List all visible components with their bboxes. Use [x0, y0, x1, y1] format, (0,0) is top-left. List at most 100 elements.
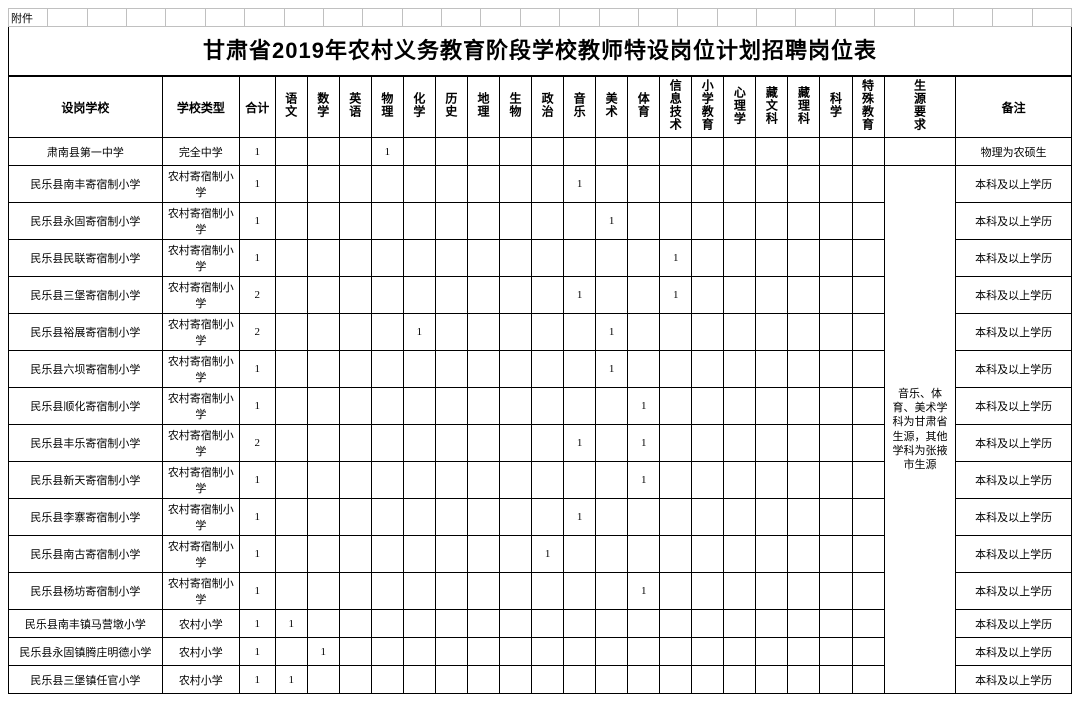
table-cell — [275, 536, 307, 573]
table-cell: 1 — [239, 462, 275, 499]
table-cell — [275, 573, 307, 610]
table-cell — [467, 425, 499, 462]
table-cell — [756, 638, 788, 666]
table-cell — [660, 138, 692, 166]
table-cell — [275, 166, 307, 203]
grid-cell — [442, 9, 481, 27]
table-cell — [275, 638, 307, 666]
grid-cell — [403, 9, 442, 27]
table-cell — [275, 240, 307, 277]
table-cell — [820, 203, 852, 240]
grid-cell — [481, 9, 520, 27]
table-cell — [820, 536, 852, 573]
grid-cell — [993, 9, 1032, 27]
table-cell — [500, 388, 532, 425]
table-cell — [435, 610, 467, 638]
table-cell — [467, 314, 499, 351]
table-cell — [852, 138, 884, 166]
table-cell — [724, 425, 756, 462]
table-cell: 农村寄宿制小学 — [162, 388, 239, 425]
table-cell — [467, 351, 499, 388]
table-cell — [500, 314, 532, 351]
table-cell — [724, 138, 756, 166]
table-cell — [339, 388, 371, 425]
table-cell: 1 — [532, 536, 564, 573]
table-cell — [403, 277, 435, 314]
table-cell — [788, 203, 820, 240]
table-cell — [275, 351, 307, 388]
column-header: 英语 — [339, 77, 371, 138]
table-cell: 农村寄宿制小学 — [162, 314, 239, 351]
table-cell — [820, 277, 852, 314]
table-cell: 本科及以上学历 — [956, 388, 1072, 425]
table-cell — [435, 638, 467, 666]
table-cell — [532, 166, 564, 203]
table-cell — [628, 610, 660, 638]
table-cell — [339, 462, 371, 499]
table-cell — [435, 388, 467, 425]
table-cell — [403, 203, 435, 240]
table-cell — [500, 166, 532, 203]
table-cell — [788, 610, 820, 638]
table-cell: 1 — [239, 240, 275, 277]
table-cell — [532, 314, 564, 351]
table-cell: 农村寄宿制小学 — [162, 351, 239, 388]
column-header: 小学教育 — [692, 77, 724, 138]
table-cell: 1 — [239, 203, 275, 240]
table-cell — [435, 240, 467, 277]
table-cell — [820, 425, 852, 462]
column-header: 美术 — [596, 77, 628, 138]
table-cell — [660, 388, 692, 425]
table-cell — [756, 666, 788, 694]
table-cell — [500, 425, 532, 462]
table-cell: 1 — [403, 314, 435, 351]
grid-cell — [166, 9, 205, 27]
table-cell — [724, 499, 756, 536]
column-header: 藏理科 — [788, 77, 820, 138]
table-cell — [820, 166, 852, 203]
table-cell — [788, 666, 820, 694]
table-cell: 1 — [660, 277, 692, 314]
table-cell — [724, 388, 756, 425]
table-cell: 民乐县永固镇腾庄明德小学 — [9, 638, 163, 666]
table-cell: 物理为农硕生 — [956, 138, 1072, 166]
table-cell — [371, 166, 403, 203]
table-cell — [628, 638, 660, 666]
table-cell — [500, 536, 532, 573]
grid-cell — [718, 9, 757, 27]
table-cell — [788, 536, 820, 573]
column-header: 信息技术 — [660, 77, 692, 138]
table-cell — [692, 425, 724, 462]
table-cell — [820, 499, 852, 536]
table-cell — [307, 499, 339, 536]
table-cell — [692, 203, 724, 240]
table-cell — [564, 351, 596, 388]
table-cell — [339, 314, 371, 351]
table-cell: 民乐县顺化寄宿制小学 — [9, 388, 163, 425]
table-row: 民乐县南丰寄宿制小学农村寄宿制小学11音乐、体育、美术学科为甘肃省生源，其他学科… — [9, 166, 1072, 203]
grid-cell — [88, 9, 127, 27]
table-cell — [307, 166, 339, 203]
table-cell — [660, 425, 692, 462]
table-cell — [628, 203, 660, 240]
table-cell: 1 — [628, 388, 660, 425]
table-cell: 农村小学 — [162, 610, 239, 638]
table-cell — [371, 638, 403, 666]
table-cell — [596, 573, 628, 610]
table-cell: 1 — [564, 166, 596, 203]
table-cell — [756, 351, 788, 388]
table-cell — [467, 666, 499, 694]
table-cell — [435, 499, 467, 536]
table-cell: 农村寄宿制小学 — [162, 499, 239, 536]
table-cell — [692, 573, 724, 610]
table-cell — [628, 499, 660, 536]
table-cell — [852, 462, 884, 499]
table-cell — [724, 166, 756, 203]
table-cell: 本科及以上学历 — [956, 425, 1072, 462]
table-cell: 农村寄宿制小学 — [162, 166, 239, 203]
table-cell — [467, 573, 499, 610]
grid-cell — [836, 9, 875, 27]
table-cell: 民乐县裕展寄宿制小学 — [9, 314, 163, 351]
table-cell — [564, 462, 596, 499]
table-cell — [788, 240, 820, 277]
